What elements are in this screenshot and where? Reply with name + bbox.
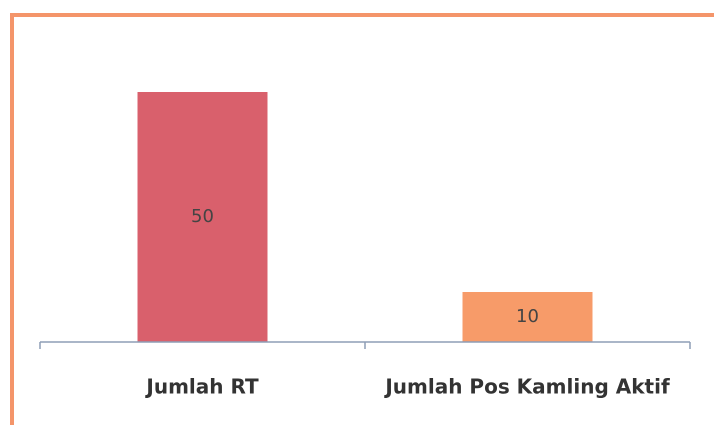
bar — [462, 292, 593, 342]
frame — [10, 13, 714, 425]
x-tick-label: Jumlah Pos Kamling Aktif — [383, 375, 670, 399]
data-label: 10 — [516, 306, 539, 327]
bar — [137, 92, 268, 342]
x-tick-label: Jumlah RT — [144, 375, 259, 399]
data-label: 50 — [191, 206, 214, 227]
